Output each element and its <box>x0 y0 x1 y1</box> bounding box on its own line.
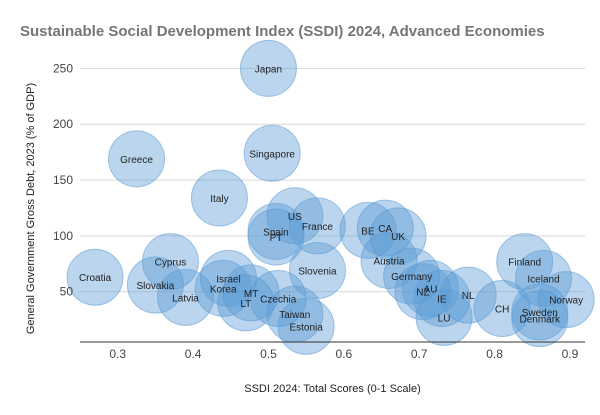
x-tick-labels: 0.3 0.4 0.5 0.6 0.7 0.8 0.9 <box>109 347 578 361</box>
point-label: NL <box>462 291 475 302</box>
point-label: LU <box>438 313 451 324</box>
x-tick-label: 0.5 <box>260 347 277 361</box>
point-label: Croatia <box>79 273 112 284</box>
point-label: Austria <box>373 256 405 267</box>
chart-title: Sustainable Social Development Index (SS… <box>20 23 545 40</box>
bubbles <box>67 40 594 354</box>
x-tick-label: 0.4 <box>185 347 202 361</box>
point-label: LT <box>240 299 251 310</box>
point-label: Estonia <box>289 322 323 333</box>
x-tick-label: 0.6 <box>335 347 352 361</box>
point-label: Taiwan <box>279 310 310 321</box>
point-label: Denmark <box>519 315 561 326</box>
chart: Sustainable Social Development Index (SS… <box>0 0 600 415</box>
y-tick-labels: 50 100 150 200 250 <box>53 61 73 298</box>
point-label: Singapore <box>249 149 295 160</box>
point-label: Germany <box>391 272 432 283</box>
x-tick-label: 0.7 <box>411 347 428 361</box>
y-tick-label: 250 <box>53 61 73 75</box>
y-axis-title: General Government Gross Debt, 2023 (% o… <box>25 83 37 334</box>
point-label: CH <box>495 304 509 315</box>
point-label: Slovakia <box>136 281 174 292</box>
point-label: Greece <box>120 155 153 166</box>
x-axis-title: SSDI 2024: Total Scores (0-1 Scale) <box>244 383 421 395</box>
point-label: Czechia <box>260 294 297 305</box>
point-label: Finland <box>508 258 541 269</box>
point-label: Iceland <box>527 274 559 285</box>
point-label: Korea <box>210 284 237 295</box>
x-tick-label: 0.9 <box>562 347 579 361</box>
point-label: Japan <box>255 64 282 75</box>
point-label: UK <box>391 232 405 243</box>
x-tick-label: 0.8 <box>486 347 503 361</box>
point-label: France <box>302 222 334 233</box>
point-label: Italy <box>210 194 228 205</box>
point-label: IE <box>437 294 447 305</box>
y-tick-label: 200 <box>53 117 73 131</box>
point-label: Latvia <box>172 293 199 304</box>
point-label: Slovenia <box>298 267 337 278</box>
point-label: AU <box>424 284 438 295</box>
x-tick-label: 0.3 <box>109 347 126 361</box>
point-label: Cyprus <box>155 258 187 269</box>
y-tick-label: 150 <box>53 173 73 187</box>
point-label: US <box>288 212 302 223</box>
y-tick-label: 50 <box>60 285 74 299</box>
point-label: Norway <box>549 296 583 307</box>
point-label: BE <box>361 226 375 237</box>
point-label: PT <box>270 233 283 244</box>
y-tick-label: 100 <box>53 229 73 243</box>
